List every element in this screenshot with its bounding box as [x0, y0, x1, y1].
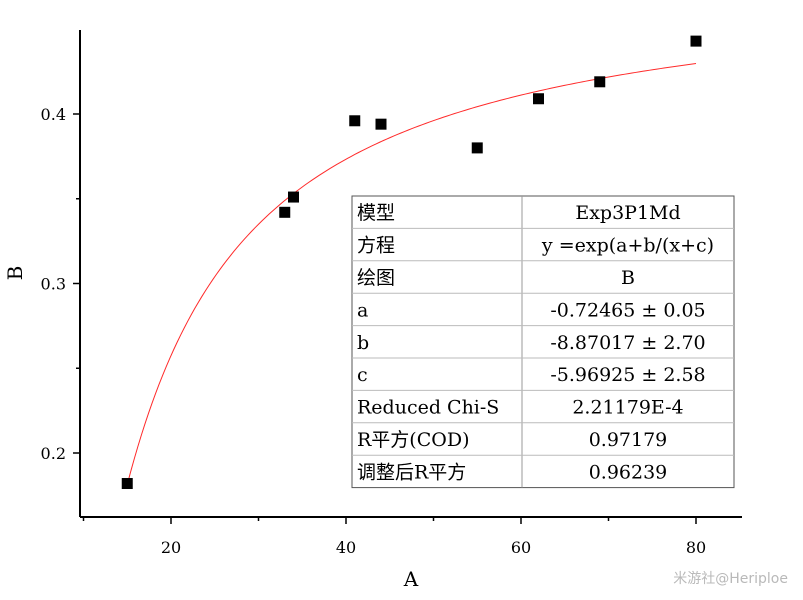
x-tick-label: 80	[686, 538, 706, 557]
table-key: 调整后R平方	[357, 461, 466, 483]
table-frame	[351, 195, 735, 489]
table-value: Exp3P1Md	[575, 202, 680, 224]
data-point	[375, 118, 387, 130]
x-tick-label: 20	[161, 538, 181, 557]
data-point	[471, 142, 483, 154]
x-tick-label: 40	[336, 538, 356, 557]
table-value: 0.96239	[589, 461, 668, 483]
data-point	[690, 35, 702, 47]
points-layer	[121, 35, 702, 490]
table-key: 方程	[357, 235, 395, 257]
table-value: -0.72465 ± 0.05	[550, 299, 705, 321]
table-value: 0.97179	[589, 429, 668, 451]
data-point	[279, 206, 291, 218]
y-tick-label: 0.2	[41, 444, 66, 463]
table-value: -5.96925 ± 2.58	[550, 364, 705, 386]
table-value: B	[621, 267, 635, 289]
data-point	[349, 115, 361, 127]
table-key: c	[357, 364, 368, 386]
table-key: b	[357, 332, 369, 354]
data-point	[121, 478, 133, 490]
table-value: 2.21179E-4	[572, 397, 683, 419]
x-axis-label: A	[403, 567, 419, 591]
axes: 20 40 60 80 0.2 0.3 0.4	[41, 30, 742, 557]
data-point	[594, 76, 606, 88]
watermark: 米游社@Heriploe	[673, 571, 788, 587]
y-axis-label: B	[3, 266, 27, 281]
data-point	[533, 93, 544, 105]
table-value: y =exp(a+b/(x+c)	[541, 235, 714, 257]
table-value: -8.87017 ± 2.70	[550, 332, 705, 354]
table-key: 绘图	[357, 267, 395, 289]
table-key: 模型	[357, 202, 395, 224]
table-key: R平方(COD)	[357, 429, 469, 451]
results-table: 模型 Exp3P1Md 方程 y =exp(a+b/(x+c) 绘图 Ba -0.72465…	[351, 195, 735, 489]
y-tick-label: 0.4	[41, 105, 66, 124]
table-key: a	[357, 299, 368, 321]
y-tick-label: 0.3	[41, 275, 66, 294]
x-tick-label: 60	[511, 538, 531, 557]
data-point	[288, 191, 299, 203]
table-key: Reduced Chi-S	[357, 397, 499, 419]
